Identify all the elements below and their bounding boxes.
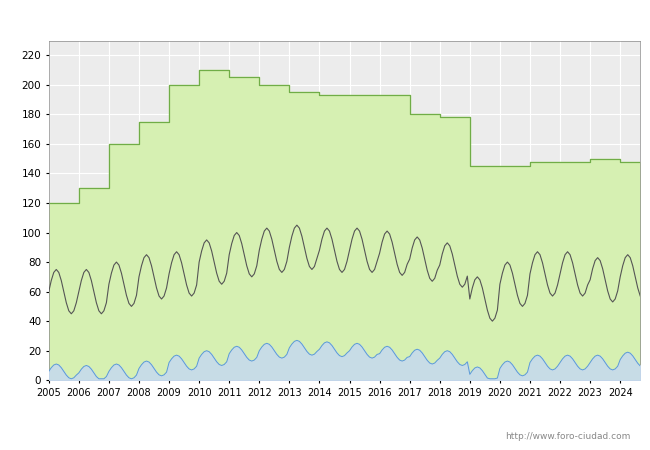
Text: Isábena - Evolucion de la poblacion en edad de Trabajar Septiembre de 2024: Isábena - Evolucion de la poblacion en e… xyxy=(84,13,566,26)
Text: http://www.foro-ciudad.com: http://www.foro-ciudad.com xyxy=(505,432,630,441)
